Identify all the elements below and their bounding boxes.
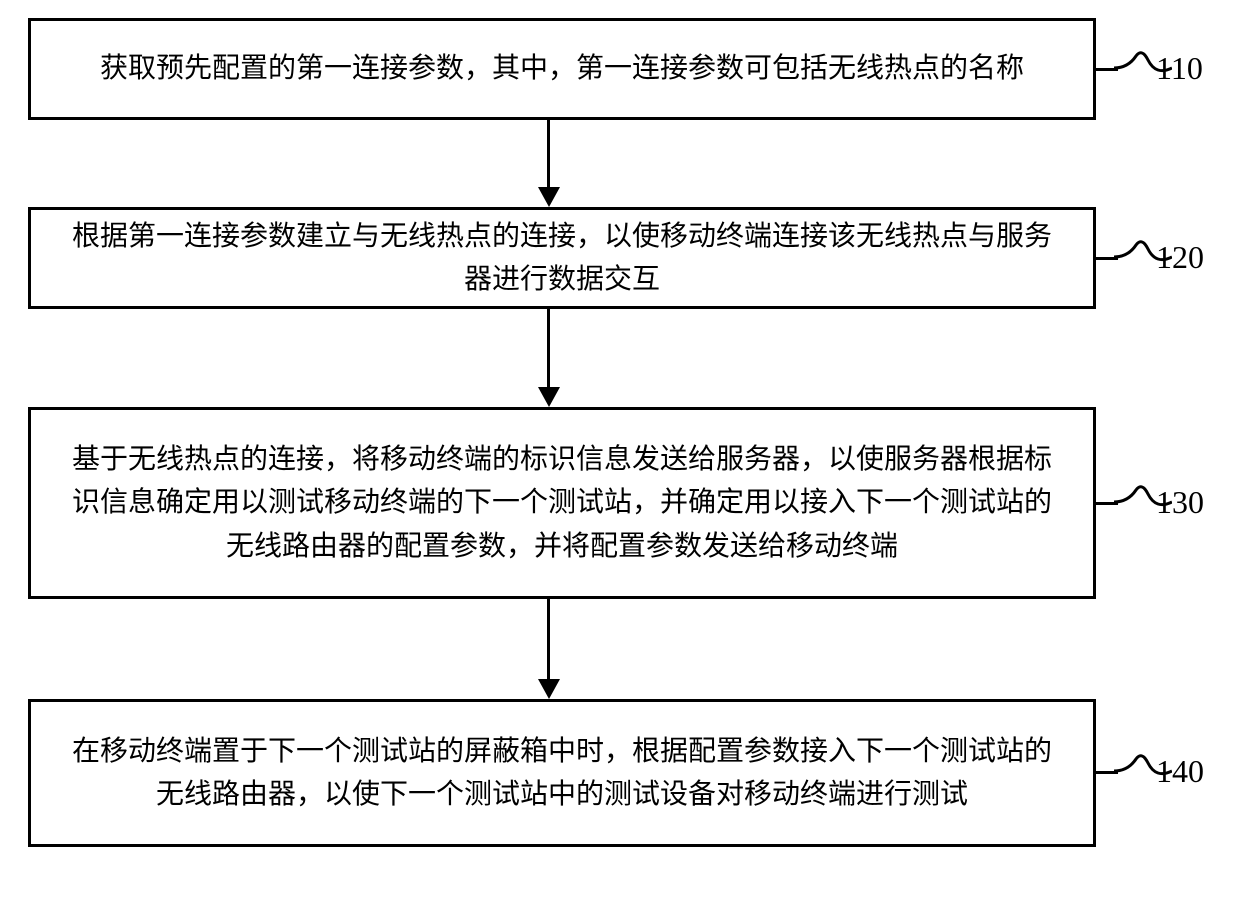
flow-step-4: 在移动终端置于下一个测试站的屏蔽箱中时，根据配置参数接入下一个测试站的无线路由器…: [28, 699, 1096, 847]
arrow-1-head: [538, 187, 560, 207]
arrow-3-line: [547, 599, 550, 679]
flow-step-3-text: 基于无线热点的连接，将移动终端的标识信息发送给服务器，以使服务器根据标识信息确定…: [61, 438, 1063, 568]
flow-step-4-text: 在移动终端置于下一个测试站的屏蔽箱中时，根据配置参数接入下一个测试站的无线路由器…: [61, 730, 1063, 817]
flow-step-1: 获取预先配置的第一连接参数，其中，第一连接参数可包括无线热点的名称: [28, 18, 1096, 120]
arrow-2-head: [538, 387, 560, 407]
flow-step-2-text: 根据第一连接参数建立与无线热点的连接，以使移动终端连接该无线热点与服务器进行数据…: [61, 215, 1063, 302]
flow-step-2: 根据第一连接参数建立与无线热点的连接，以使移动终端连接该无线热点与服务器进行数据…: [28, 207, 1096, 309]
label-1: 110: [1156, 50, 1203, 87]
arrow-1-line: [547, 120, 550, 187]
label-3: 130: [1156, 484, 1204, 521]
label-2: 120: [1156, 239, 1204, 276]
flow-step-1-text: 获取预先配置的第一连接参数，其中，第一连接参数可包括无线热点的名称: [100, 47, 1024, 90]
arrow-2-line: [547, 309, 550, 387]
label-4: 140: [1156, 753, 1204, 790]
arrow-3-head: [538, 679, 560, 699]
flow-step-3: 基于无线热点的连接，将移动终端的标识信息发送给服务器，以使服务器根据标识信息确定…: [28, 407, 1096, 599]
